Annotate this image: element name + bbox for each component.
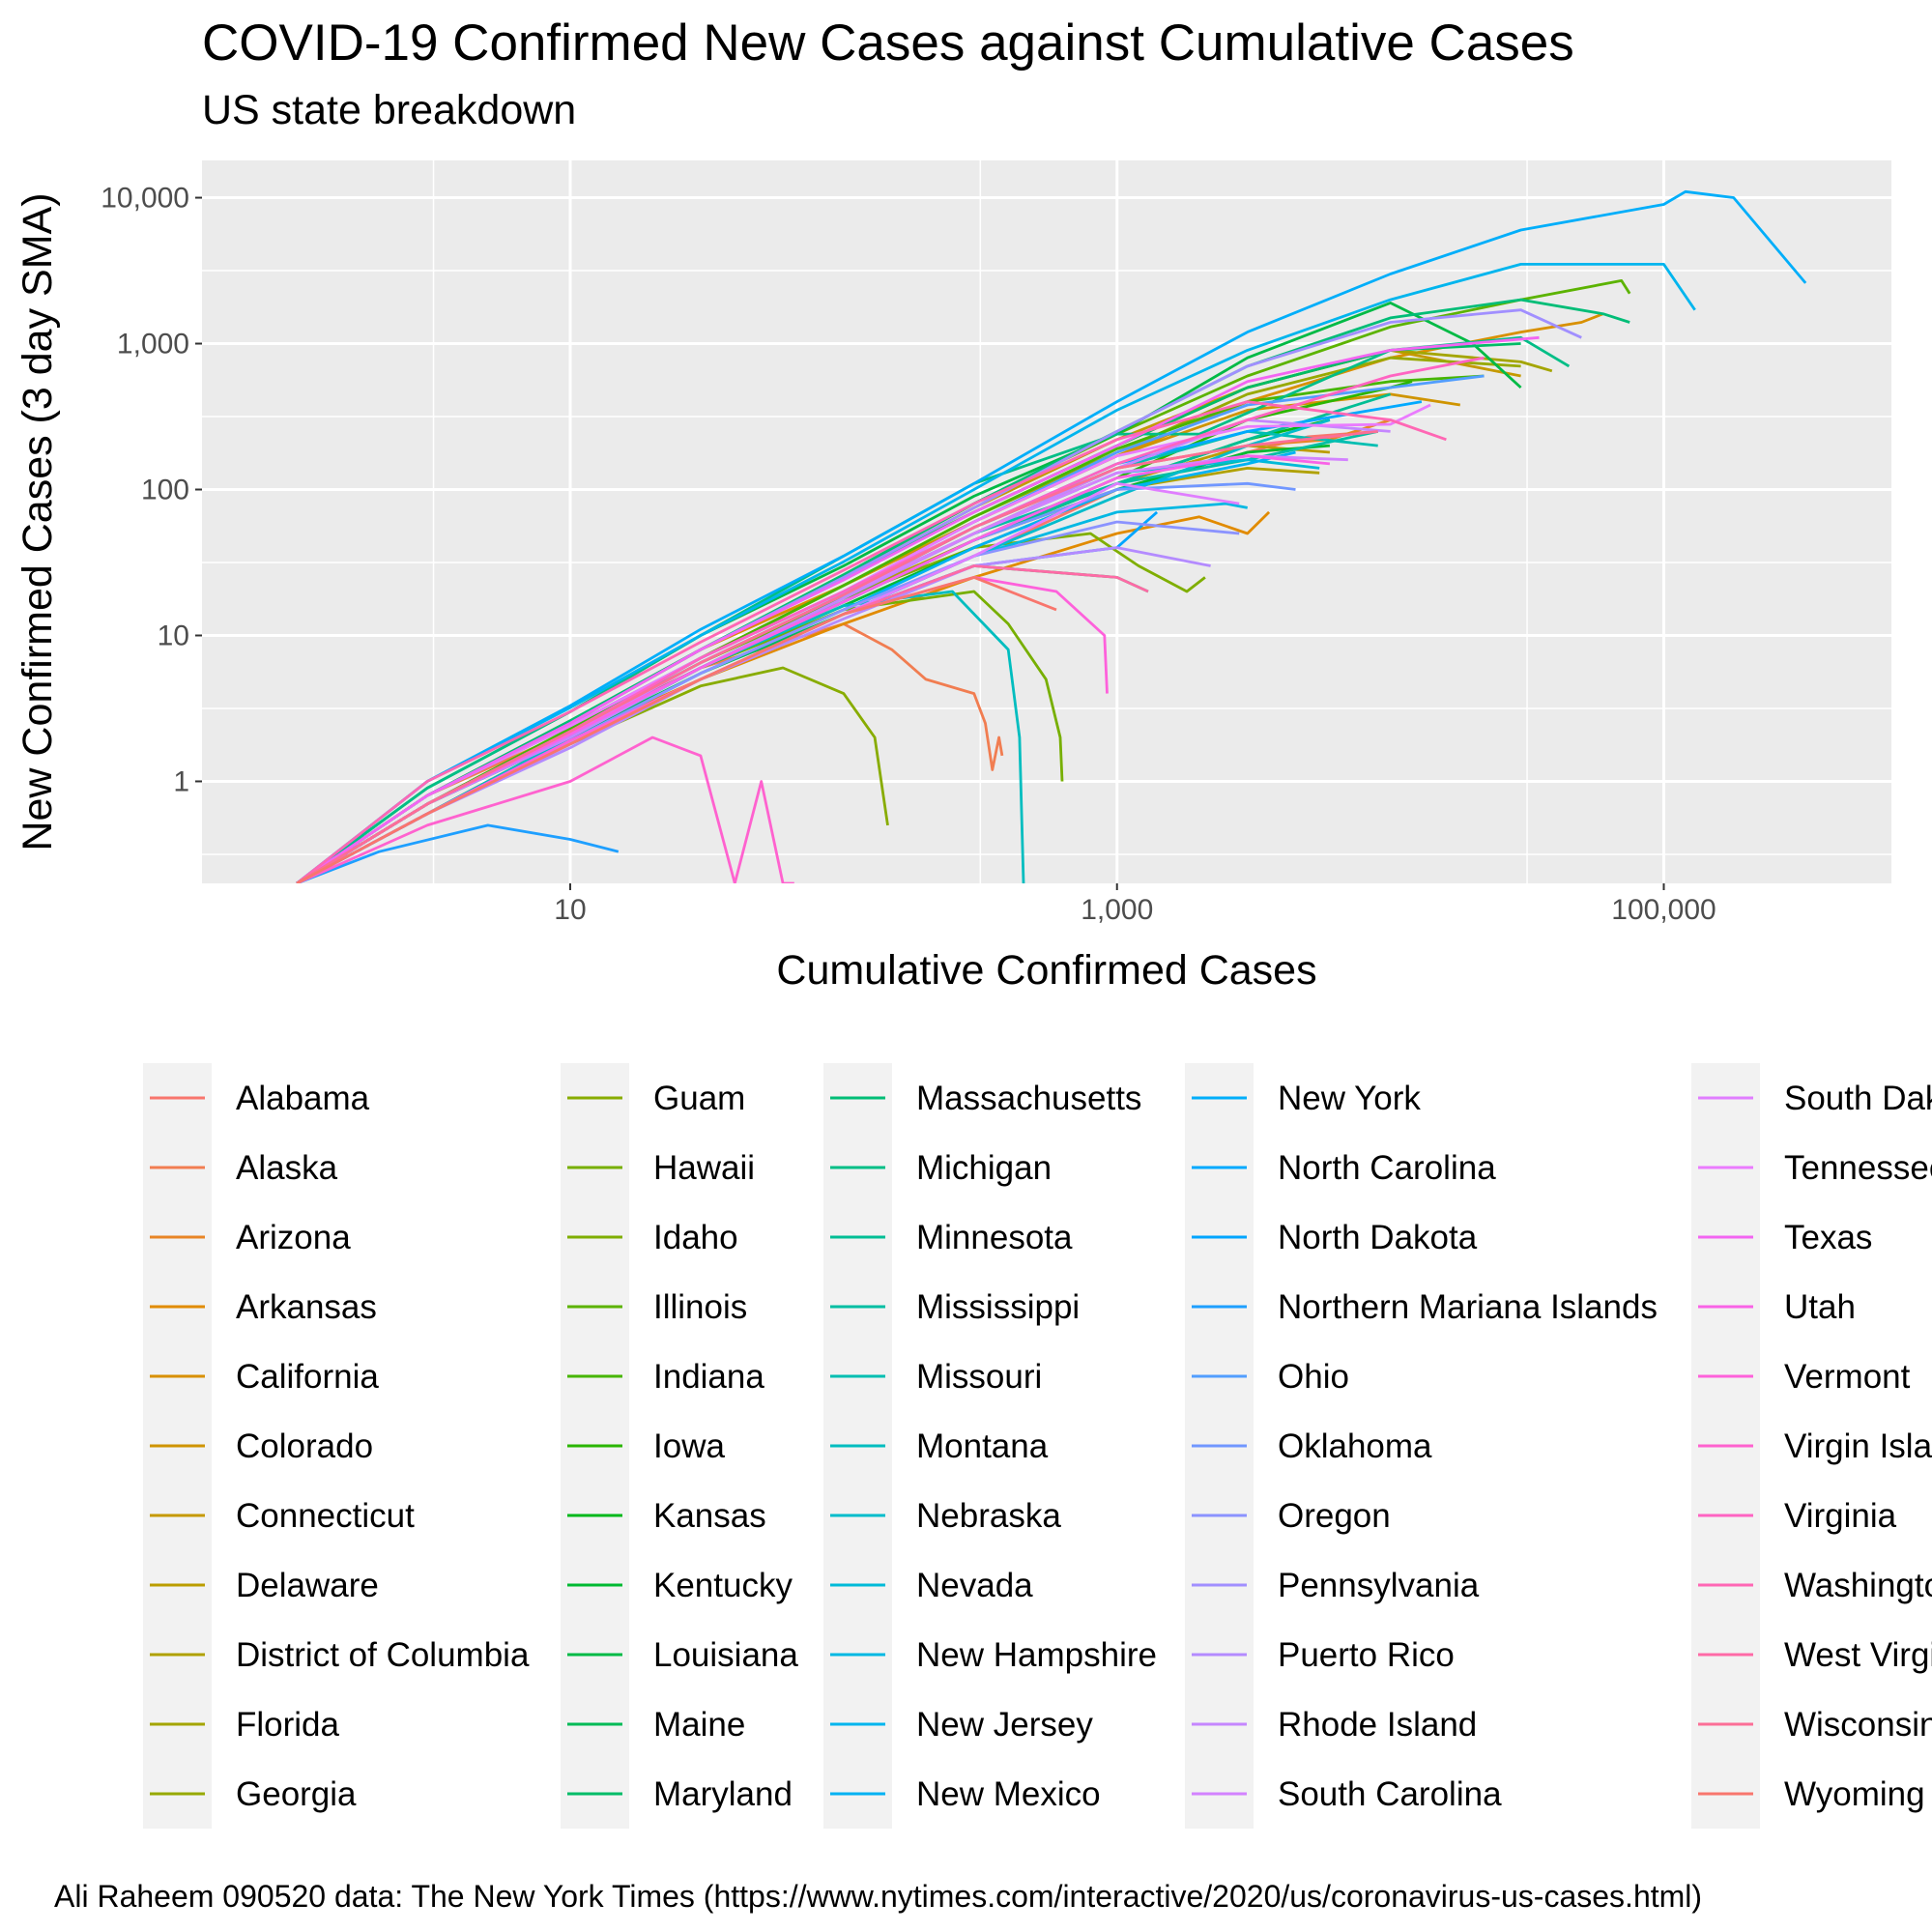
x-tick-label: 1,000: [1081, 894, 1153, 926]
legend-label: Vermont: [1784, 1358, 1911, 1396]
legend-label: Oregon: [1278, 1497, 1391, 1535]
legend-label: Michigan: [916, 1149, 1052, 1187]
legend-label: New Hampshire: [916, 1636, 1157, 1674]
legend-label: Guam: [653, 1080, 745, 1117]
legend: Alabama Alaska Arizona Arkansas California Co…: [143, 1063, 1932, 1829]
chart-subtitle: US state breakdown: [202, 87, 576, 133]
legend-label: Nebraska: [916, 1497, 1061, 1535]
series-line: [296, 262, 1696, 883]
legend-label: Washington: [1784, 1567, 1932, 1604]
y-axis-title: New Confirmed Cases (3 day SMA): [14, 192, 61, 851]
legend-label: Illinois: [653, 1288, 747, 1326]
legend-label: Massachusetts: [916, 1080, 1141, 1117]
legend-label: Idaho: [653, 1219, 738, 1256]
legend-label: Virginia: [1784, 1497, 1897, 1535]
legend-label: Florida: [236, 1706, 340, 1744]
legend-label: West Virginia: [1784, 1636, 1932, 1674]
legend-label: North Dakota: [1278, 1219, 1478, 1256]
legend-label: California: [236, 1358, 379, 1396]
legend-label: Ohio: [1278, 1358, 1349, 1396]
legend-label: Connecticut: [236, 1497, 415, 1535]
series-line: [296, 335, 1540, 883]
legend-label: Wisconsin: [1784, 1706, 1932, 1744]
legend-label: Puerto Rico: [1278, 1636, 1455, 1674]
legend-label: Delaware: [236, 1567, 379, 1604]
series-line: [296, 823, 620, 883]
legend-label: North Carolina: [1278, 1149, 1496, 1187]
legend-label: Nevada: [916, 1567, 1033, 1604]
y-tick-label: 10,000: [101, 183, 189, 215]
legend-label: Montana: [916, 1427, 1049, 1465]
y-tick-label: 100: [141, 475, 189, 506]
legend-label: Pennsylvania: [1278, 1567, 1480, 1604]
legend-label: Arkansas: [236, 1288, 377, 1326]
legend-label: Missouri: [916, 1358, 1042, 1396]
legend-label: Iowa: [653, 1427, 725, 1465]
series-line: [296, 400, 1447, 883]
y-tick-label: 10: [158, 620, 189, 651]
legend-label: Maine: [653, 1706, 745, 1744]
y-tick-label: 1: [173, 765, 189, 797]
chart-title: COVID-19 Confirmed New Cases against Cum…: [202, 14, 1574, 72]
legend-label: New Mexico: [916, 1775, 1101, 1813]
legend-label: Arizona: [236, 1219, 351, 1256]
legend-label: South Dakota: [1784, 1080, 1932, 1117]
legend-label: Utah: [1784, 1288, 1856, 1326]
legend-label: Tennessee: [1784, 1149, 1932, 1187]
legend-label: Oklahoma: [1278, 1427, 1432, 1465]
legend-label: South Carolina: [1278, 1775, 1502, 1813]
series-line: [296, 576, 1057, 883]
series-line: [296, 298, 1630, 883]
legend-label: Indiana: [653, 1358, 764, 1396]
series-lines: [296, 189, 1807, 883]
y-axis: 1 10 100 1,000 10,000: [101, 183, 202, 797]
legend-label: Alabama: [236, 1080, 370, 1117]
legend-label: Wyoming: [1784, 1775, 1925, 1813]
legend-label: Minnesota: [916, 1219, 1073, 1256]
x-tick-label: 100,000: [1611, 894, 1716, 926]
x-tick-label: 10: [554, 894, 586, 926]
caption: Ali Raheem 090520 data: The New York Tim…: [54, 1879, 1702, 1914]
x-axis: 10 1,000 100,000: [554, 883, 1716, 926]
legend-label: New Jersey: [916, 1706, 1093, 1744]
legend-label: Colorado: [236, 1427, 373, 1465]
legend-label: Northern Mariana Islands: [1278, 1288, 1658, 1326]
legend-label: Kentucky: [653, 1567, 793, 1604]
legend-label: Kansas: [653, 1497, 766, 1535]
series-line: [296, 189, 1807, 883]
legend-label: Hawaii: [653, 1149, 755, 1187]
legend-label: Maryland: [653, 1775, 793, 1813]
legend-label: Texas: [1784, 1219, 1872, 1256]
x-axis-title: Cumulative Confirmed Cases: [776, 947, 1316, 994]
legend-label: Georgia: [236, 1775, 357, 1813]
minor-grid: [202, 160, 1891, 883]
legend-label: Mississippi: [916, 1288, 1080, 1326]
legend-label: Louisiana: [653, 1636, 798, 1674]
series-line: [296, 735, 794, 883]
series-line: [296, 430, 1378, 883]
legend-label: District of Columbia: [236, 1636, 530, 1674]
y-tick-label: 1,000: [117, 329, 189, 360]
legend-label: Rhode Island: [1278, 1706, 1477, 1744]
legend-label: Virgin Islands: [1784, 1427, 1932, 1465]
legend-label: New York: [1278, 1080, 1421, 1117]
legend-label: Alaska: [236, 1149, 338, 1187]
